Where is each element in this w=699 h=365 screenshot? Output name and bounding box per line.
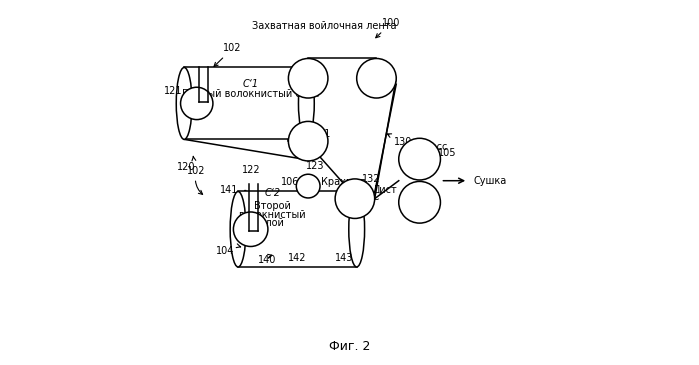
Text: 100: 100 bbox=[376, 18, 401, 38]
Text: Крахмал: Крахмал bbox=[321, 177, 366, 188]
Text: 132: 132 bbox=[362, 174, 380, 184]
Text: 105: 105 bbox=[427, 147, 456, 161]
Ellipse shape bbox=[298, 68, 315, 139]
Text: 120: 120 bbox=[177, 156, 196, 172]
Ellipse shape bbox=[349, 192, 365, 267]
Circle shape bbox=[180, 87, 213, 120]
Text: Захватная войлочная лента: Захватная войлочная лента bbox=[252, 21, 396, 31]
Text: 121: 121 bbox=[164, 86, 182, 96]
Circle shape bbox=[296, 174, 320, 198]
Text: Фиг. 2: Фиг. 2 bbox=[329, 340, 370, 353]
Text: C‘2: C‘2 bbox=[265, 188, 281, 197]
Text: C’: C’ bbox=[373, 192, 382, 202]
Text: 141: 141 bbox=[219, 185, 238, 195]
Text: 122: 122 bbox=[242, 165, 260, 175]
Bar bbox=[238, 192, 356, 267]
Circle shape bbox=[398, 138, 440, 180]
Ellipse shape bbox=[176, 68, 192, 139]
Text: 104: 104 bbox=[216, 244, 240, 256]
Text: Второй: Второй bbox=[254, 201, 291, 211]
Text: Лист: Лист bbox=[373, 185, 398, 195]
Circle shape bbox=[233, 212, 268, 246]
Text: 131: 131 bbox=[313, 129, 331, 139]
Ellipse shape bbox=[230, 192, 246, 267]
Circle shape bbox=[335, 179, 375, 218]
Text: 102: 102 bbox=[187, 165, 206, 194]
Circle shape bbox=[289, 58, 328, 98]
Text: 142: 142 bbox=[288, 253, 307, 263]
Bar bbox=[184, 68, 306, 139]
Text: Сушка: Сушка bbox=[473, 176, 507, 186]
Circle shape bbox=[356, 58, 396, 98]
Text: 106: 106 bbox=[281, 177, 299, 188]
Text: Пресс: Пресс bbox=[417, 142, 447, 151]
Text: 130: 130 bbox=[387, 134, 413, 147]
Text: волокнистый: волокнистый bbox=[238, 210, 306, 220]
Text: 102: 102 bbox=[214, 43, 242, 66]
Text: 143: 143 bbox=[335, 253, 353, 263]
Text: слой: слой bbox=[260, 218, 284, 228]
Circle shape bbox=[289, 122, 328, 161]
Circle shape bbox=[398, 181, 440, 223]
Text: 123: 123 bbox=[306, 161, 325, 171]
Text: C‘1: C‘1 bbox=[243, 78, 259, 89]
Text: 140: 140 bbox=[258, 254, 276, 265]
Text: Первый волокнистый слой: Первый волокнистый слой bbox=[182, 89, 319, 99]
